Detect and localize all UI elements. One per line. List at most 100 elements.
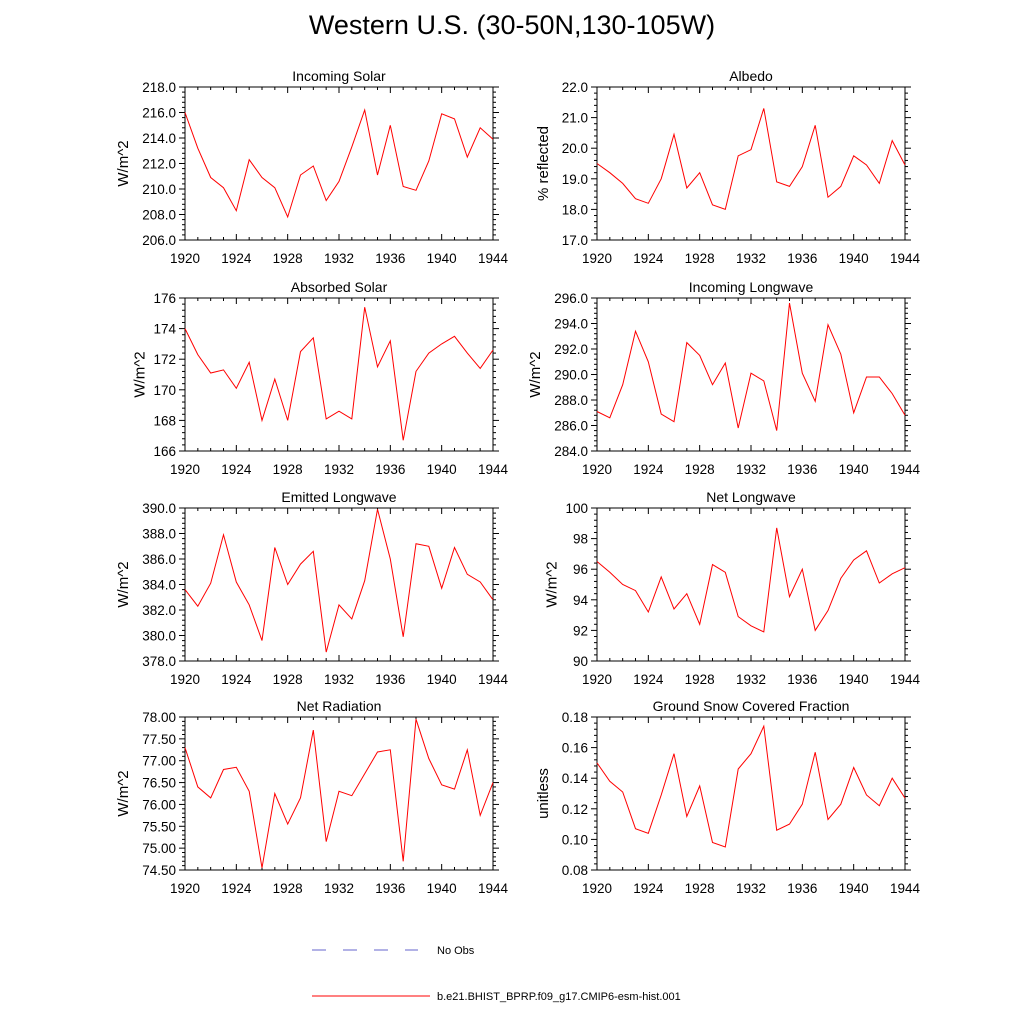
y-tick-label: 77.00 bbox=[142, 754, 176, 769]
y-tick-label: 210.0 bbox=[142, 182, 176, 197]
y-axis-label-net-radiation: W/m^2 bbox=[115, 770, 132, 816]
panel-title-emitted-longwave: Emitted Longwave bbox=[281, 489, 396, 505]
y-axis-label-incoming-longwave: W/m^2 bbox=[527, 351, 544, 397]
y-tick-label: 378.0 bbox=[142, 654, 176, 669]
panel-title-net-longwave: Net Longwave bbox=[706, 489, 796, 505]
x-tick-label: 1928 bbox=[273, 672, 303, 687]
y-tick-label: 76.50 bbox=[142, 776, 176, 791]
y-tick-label: 98 bbox=[573, 532, 588, 547]
x-tick-label: 1936 bbox=[787, 881, 817, 896]
plot-frame-incoming-solar bbox=[184, 86, 494, 241]
plot-frame-emitted-longwave bbox=[184, 507, 494, 662]
series-line-albedo bbox=[596, 108, 906, 211]
y-axis-label-ground-snow-covered-fraction: unitless bbox=[535, 768, 552, 819]
y-tick-label: 284.0 bbox=[554, 444, 588, 459]
y-tick-label: 22.0 bbox=[562, 80, 588, 95]
x-tick-label: 1940 bbox=[427, 672, 457, 687]
panel-title-net-radiation: Net Radiation bbox=[297, 698, 382, 714]
x-tick-label: 1936 bbox=[375, 881, 405, 896]
y-tick-label: 19.0 bbox=[562, 172, 588, 187]
x-tick-label: 1944 bbox=[478, 881, 509, 896]
legend-label-model: b.e21.BHIST_BPRP.f09_g17.CMIP6-esm-hist.… bbox=[437, 991, 681, 1003]
x-tick-label: 1920 bbox=[582, 881, 612, 896]
legend-label-no-obs: No Obs bbox=[437, 945, 475, 957]
panel-title-incoming-longwave: Incoming Longwave bbox=[689, 279, 814, 295]
x-tick-label: 1936 bbox=[375, 462, 405, 477]
x-tick-label: 1932 bbox=[324, 881, 354, 896]
y-tick-label: 74.50 bbox=[142, 863, 176, 878]
panel-title-absorbed-solar: Absorbed Solar bbox=[291, 279, 388, 295]
y-tick-label: 176 bbox=[153, 291, 176, 306]
x-tick-label: 1932 bbox=[736, 672, 766, 687]
y-tick-label: 92 bbox=[573, 623, 588, 638]
x-tick-label: 1940 bbox=[427, 251, 457, 266]
panel-net-radiation: Net Radiation 1920 1924 1928 1932 1936 1940 194… bbox=[115, 698, 509, 896]
y-tick-label: 388.0 bbox=[142, 527, 176, 542]
x-tick-label: 1928 bbox=[273, 462, 303, 477]
x-tick-label: 1936 bbox=[787, 462, 817, 477]
y-tick-label: 212.0 bbox=[142, 157, 176, 172]
y-axis-label-net-longwave: W/m^2 bbox=[543, 561, 560, 607]
x-tick-label: 1940 bbox=[839, 462, 869, 477]
x-tick-label: 1936 bbox=[375, 672, 405, 687]
x-tick-label: 1932 bbox=[736, 881, 766, 896]
y-tick-label: 75.00 bbox=[142, 841, 176, 856]
x-tick-label: 1936 bbox=[787, 251, 817, 266]
y-tick-label: 172 bbox=[153, 352, 176, 367]
panel-net-longwave: Net Longwave 1920 1924 1928 1932 1936 1940 1944… bbox=[543, 489, 920, 687]
y-tick-label: 168 bbox=[153, 413, 176, 428]
x-tick-label: 1944 bbox=[478, 672, 509, 687]
panel-incoming-solar: Incoming Solar 1920 1924 1928 1932 1936 1940 19… bbox=[115, 68, 509, 266]
x-tick-label: 1928 bbox=[685, 881, 715, 896]
panel-title-albedo: Albedo bbox=[729, 68, 773, 84]
figure-title: Western U.S. (30-50N,130-105W) bbox=[308, 10, 716, 40]
y-tick-label: 0.18 bbox=[562, 710, 588, 725]
series-line-net-longwave bbox=[596, 527, 906, 633]
y-tick-label: 218.0 bbox=[142, 80, 176, 95]
y-tick-label: 75.50 bbox=[142, 819, 176, 834]
x-tick-label: 1936 bbox=[787, 672, 817, 687]
y-tick-label: 0.12 bbox=[562, 802, 588, 817]
x-tick-label: 1940 bbox=[839, 881, 869, 896]
x-tick-label: 1924 bbox=[221, 672, 252, 687]
y-tick-label: 380.0 bbox=[142, 629, 176, 644]
series-line-ground-snow-covered-fraction bbox=[596, 724, 906, 848]
y-tick-label: 206.0 bbox=[142, 233, 176, 248]
panel-ground-snow-covered-fraction: Ground Snow Covered Fraction 1920 1924 1928… bbox=[535, 698, 920, 896]
x-tick-label: 1928 bbox=[685, 251, 715, 266]
y-tick-label: 90 bbox=[573, 654, 588, 669]
y-tick-label: 76.00 bbox=[142, 797, 176, 812]
y-tick-label: 170 bbox=[153, 383, 176, 398]
panel-title-incoming-solar: Incoming Solar bbox=[292, 68, 386, 84]
series-line-absorbed-solar bbox=[184, 307, 494, 441]
x-tick-label: 1944 bbox=[890, 251, 921, 266]
x-tick-label: 1924 bbox=[633, 672, 664, 687]
panel-title-ground-snow-covered-fraction: Ground Snow Covered Fraction bbox=[653, 698, 850, 714]
x-tick-label: 1924 bbox=[221, 462, 252, 477]
series-line-incoming-longwave bbox=[596, 303, 906, 431]
x-tick-label: 1936 bbox=[375, 251, 405, 266]
x-tick-label: 1940 bbox=[839, 672, 869, 687]
x-tick-label: 1940 bbox=[427, 462, 457, 477]
panels-group: Incoming Solar 1920 1924 1928 1932 1936 1940 19… bbox=[115, 68, 921, 896]
y-tick-label: 0.08 bbox=[562, 863, 588, 878]
x-tick-label: 1932 bbox=[324, 462, 354, 477]
panel-absorbed-solar: Absorbed Solar 1920 1924 1928 1932 1936 1940 19… bbox=[131, 279, 508, 477]
y-axis-label-albedo: % reflected bbox=[535, 126, 552, 201]
y-tick-label: 382.0 bbox=[142, 603, 176, 618]
y-tick-label: 214.0 bbox=[142, 131, 176, 146]
y-tick-label: 18.0 bbox=[562, 202, 588, 217]
panel-emitted-longwave: Emitted Longwave 1920 1924 1928 1932 1936 1940… bbox=[115, 489, 509, 687]
y-axis-label-absorbed-solar: W/m^2 bbox=[131, 351, 148, 397]
y-tick-label: 0.14 bbox=[562, 771, 589, 786]
y-tick-label: 94 bbox=[573, 593, 589, 608]
y-tick-label: 0.10 bbox=[562, 832, 588, 847]
x-tick-label: 1928 bbox=[685, 462, 715, 477]
x-tick-label: 1924 bbox=[221, 251, 252, 266]
y-tick-label: 0.16 bbox=[562, 741, 588, 756]
panel-albedo: Albedo 1920 1924 1928 1932 1936 1940 1944 17.0 18… bbox=[535, 68, 920, 266]
x-tick-label: 1920 bbox=[170, 462, 200, 477]
x-tick-label: 1924 bbox=[221, 881, 252, 896]
y-tick-label: 100 bbox=[565, 501, 588, 516]
